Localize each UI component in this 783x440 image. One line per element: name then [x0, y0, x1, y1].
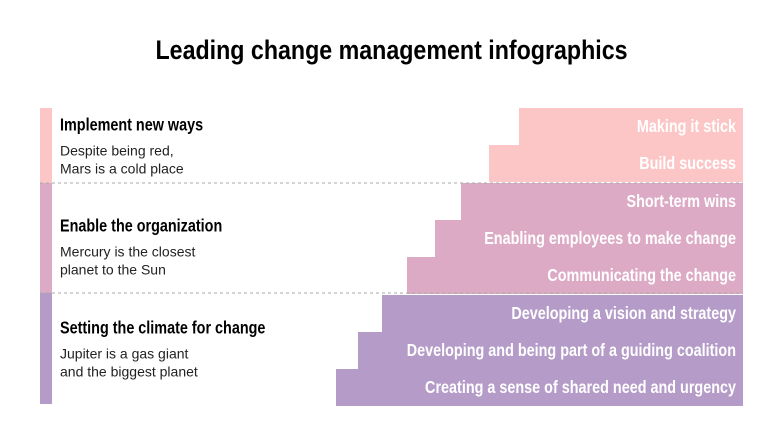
section-heading: Setting the climate for change — [60, 318, 265, 338]
text-group: Creating a sense of shared need and urge… — [425, 378, 736, 398]
step-bar — [336, 369, 743, 406]
step-label: Enabling employees to make change — [484, 229, 736, 249]
step-label: Short-term wins — [627, 192, 736, 212]
section-description: Mercury is the closest — [60, 244, 195, 260]
step-bar — [489, 145, 743, 182]
text-group: Short-term wins — [627, 192, 736, 212]
text-group: Implement new ways — [60, 115, 203, 135]
step-label: Creating a sense of shared need and urge… — [425, 378, 736, 398]
section-strip — [40, 293, 52, 404]
section-description: Mars is a cold place — [60, 161, 184, 177]
section-heading: Implement new ways — [60, 115, 203, 135]
step-label: Build success — [639, 154, 736, 174]
section-strip — [40, 183, 52, 293]
step-bar — [519, 108, 743, 145]
step-bar — [358, 332, 743, 369]
step-label: Making it stick — [637, 117, 737, 137]
text-group: Enable the organization — [60, 216, 222, 236]
step-bar — [461, 183, 743, 220]
section-description: Despite being red, — [60, 143, 174, 159]
section-strip — [40, 108, 52, 183]
step-bar — [407, 257, 743, 294]
step-label: Developing a vision and strategy — [511, 304, 736, 324]
text-group: Developing a vision and strategy — [511, 304, 736, 324]
step-bar — [435, 220, 743, 257]
step-label: Communicating the change — [547, 266, 736, 286]
section-description: Jupiter is a gas giant — [60, 346, 189, 362]
text-group: Developing and being part of a guiding c… — [407, 341, 736, 361]
step-bar — [382, 295, 743, 332]
section-heading: Enable the organization — [60, 216, 222, 236]
section-description: and the biggest planet — [60, 364, 198, 380]
text-group: Making it stick — [637, 117, 737, 137]
text-group: Communicating the change — [547, 266, 736, 286]
text-group: Setting the climate for change — [60, 318, 265, 338]
section-description: planet to the Sun — [60, 262, 166, 278]
step-label: Developing and being part of a guiding c… — [407, 341, 736, 361]
text-group: Leading change management infographics — [155, 36, 627, 66]
text-group: Enabling employees to make change — [484, 229, 736, 249]
text-group: Build success — [639, 154, 736, 174]
title: Leading change management infographics — [155, 36, 627, 66]
